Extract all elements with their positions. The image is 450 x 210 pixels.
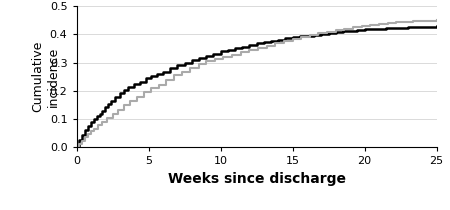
Intervention (148, 87, 154, 89)
Intervention (116, 108, 121, 111)
Line: Usual practice: Usual practice (76, 26, 436, 147)
Y-axis label: Cumulative
incidence: Cumulative incidence (32, 41, 59, 112)
Intervention (316, 32, 321, 35)
Usual practice (434, 25, 439, 27)
Line: Intervention: Intervention (76, 20, 436, 147)
Usual practice (108, 100, 114, 102)
Usual practice (232, 47, 238, 49)
Usual practice (74, 146, 79, 148)
Usual practice (154, 73, 160, 75)
X-axis label: Weeks since discharge: Weeks since discharge (167, 172, 346, 186)
Usual practice (261, 41, 266, 44)
Intervention (434, 19, 439, 22)
Intervention (141, 91, 147, 93)
Usual practice (117, 92, 122, 94)
Intervention (428, 19, 433, 22)
Usual practice (376, 27, 382, 30)
Intervention (290, 38, 295, 41)
Intervention (74, 146, 79, 148)
